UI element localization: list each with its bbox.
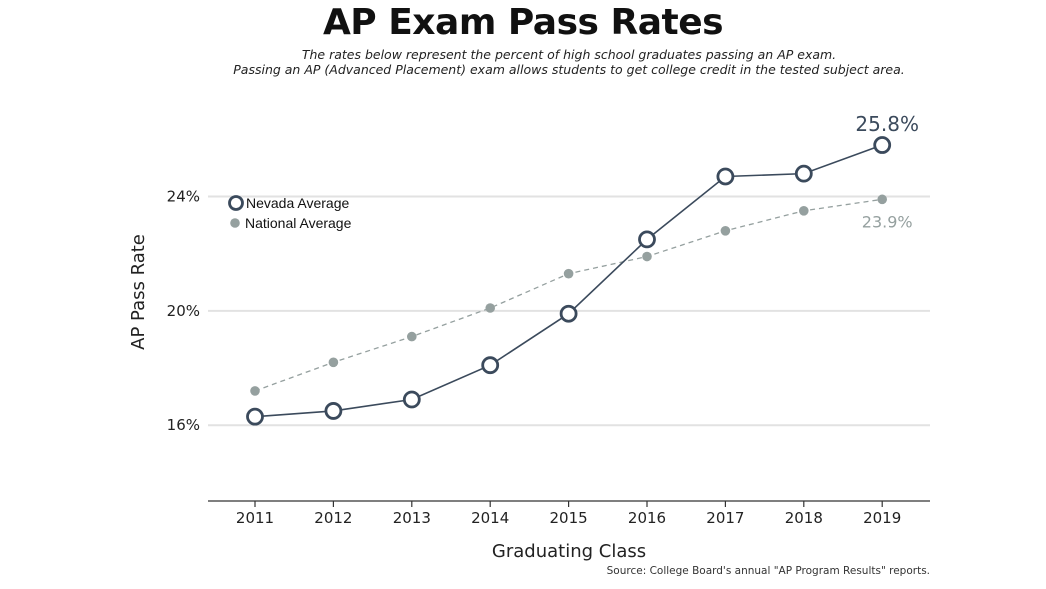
x-tick-label: 2013 [393,509,431,527]
data-point-nevada [716,167,735,186]
x-tick-label: 2017 [706,509,744,527]
legend: Nevada Average National Average [228,195,352,231]
data-point-nevada [402,390,421,409]
data-point-national [250,386,260,396]
x-tick-label: 2016 [628,509,666,527]
data-point-nevada [638,230,656,249]
chart-subtitle-line-2: Passing an AP (Advanced Placement) exam … [233,62,905,77]
x-axis-ticks: 2011 2012 2013 2014 2015 2016 2017 2018 2019 [236,501,901,527]
x-tick-label: 2019 [863,509,901,527]
y-tick-label: 24% [167,188,200,206]
x-tick-label: 2012 [314,509,352,527]
data-point-nevada [559,304,578,323]
x-tick-label: 2011 [236,509,274,527]
x-tick-label: 2015 [550,509,588,527]
source-note: Source: College Board's annual "AP Progr… [606,565,930,577]
data-point-nevada [481,356,500,375]
x-tick-label: 2018 [785,509,823,527]
legend-label-national: National Average [245,215,352,231]
legend-marker-nevada [228,195,244,211]
chart-title: AP Exam Pass Rates [322,2,724,43]
chart-subtitle-line-1: The rates below represent the percent of… [301,47,837,62]
y-tick-label: 16% [167,416,200,434]
data-point-nevada [324,402,343,420]
y-tick-label: 20% [167,302,200,320]
data-point-national [642,251,652,262]
data-point-national [485,303,496,313]
data-point-national [720,226,731,236]
series-layer: 23.9% 25.8% [246,112,919,426]
data-point-national [877,194,887,205]
series-line-nevada [254,144,883,418]
y-axis-ticks: 16% 20% 24% [167,188,200,435]
data-point-national [799,205,809,216]
data-point-nevada [246,407,264,426]
legend-marker-national [230,218,240,228]
data-point-nevada [794,164,813,183]
data-point-nevada [873,136,892,154]
legend-label-nevada: Nevada Average [246,195,349,211]
x-axis-label: Graduating Class [492,541,646,562]
y-axis-label: AP Pass Rate [128,234,149,350]
end-label-nevada: 25.8% [855,112,919,136]
data-point-national [407,331,417,342]
data-point-national [563,268,574,279]
x-tick-label: 2014 [471,509,509,527]
end-label-national: 23.9% [862,212,913,231]
data-point-national [328,357,339,368]
